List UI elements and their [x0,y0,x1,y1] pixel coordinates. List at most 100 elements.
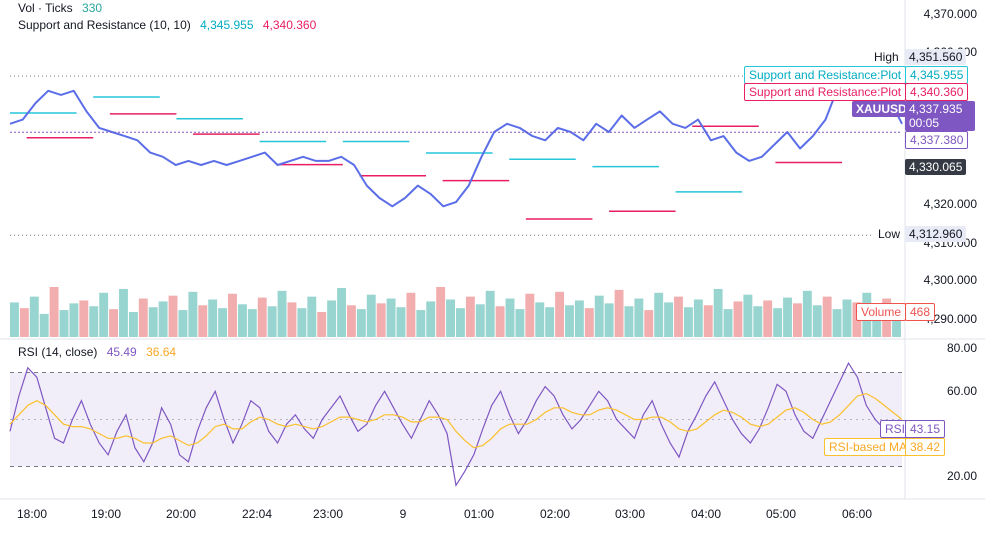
volume-bar [763,300,773,337]
volume-bar [247,309,257,337]
volume-bar [228,293,237,337]
volume-bar [158,301,168,337]
volume-bar [644,310,654,337]
volume-bar [456,308,465,337]
volume-bar [683,307,693,337]
time-tick: 05:00 [765,507,797,521]
volume-bar [19,308,29,337]
volume-bar [138,298,148,337]
countdown-value: 00:05 [909,116,940,130]
rsi-line [9,361,903,487]
volume-bar [327,300,337,337]
volume-bar [475,304,485,337]
volume-label-tag: Volume [856,303,907,321]
volume-bar [267,306,277,337]
rsi-value-tag: 43.15 [905,420,946,438]
volume-bar [307,296,317,337]
volume-bar [842,299,852,337]
volume-bar [565,305,574,337]
volume-bar [257,297,267,337]
price-line [9,81,903,208]
volume-bar [89,306,99,337]
volume-bar [624,306,634,337]
low-value-tag: 4,312.960 [905,226,967,242]
volume-bar [505,298,515,337]
volume-bar [753,306,763,337]
volume-bar [535,302,545,337]
rsi-legend-value: 45.49 [106,345,137,359]
rsi-label-tag: RSI [880,420,911,438]
sr-plot-value-tag-1: 4,345.955 [905,66,969,84]
sr-plot-label-tag-2: Support and Resistance:Plot [744,83,907,101]
rsi-ma-line [9,392,903,449]
volume-bar [773,308,783,337]
volume-bar [634,298,644,337]
volume-bar [574,300,584,337]
volume-bar [783,297,792,337]
volume-bar [584,308,594,337]
rsi-legend-label: RSI (14, close) [18,345,98,359]
volume-bar [346,305,356,337]
sr-legend-value-2: 4,340.360 [262,18,317,32]
volume-bar [366,294,376,337]
volume-bar [703,305,713,337]
volume-bar [594,295,604,337]
rsi-ma-label-tag: RSI-based MA [824,438,913,456]
volume-bar [555,291,565,337]
volume-bar [733,301,743,337]
volume-bar [119,288,128,337]
volume-bar [822,296,832,337]
price-tick: 4,300.000 [923,273,977,287]
volume-bar [188,291,198,337]
volume-bar [178,310,188,337]
volume-bar [832,309,842,337]
volume-bar [545,307,555,337]
volume-bar [376,303,386,337]
volume-bar [128,312,138,337]
volume-bar [436,287,446,337]
volume-bar [426,301,436,337]
price-tick: 4,290.000 [923,312,977,326]
sr-legend-label: Support and Resistance (10, 10) [18,18,191,32]
volume-bar [49,287,59,337]
price-tick: 4,320.000 [923,197,977,211]
time-tick: 19:00 [90,507,122,521]
volume-legend-label: Vol · Ticks [18,1,73,15]
volume-bar [277,290,287,337]
volume-value-tag: 468 [905,303,936,321]
time-tick: 23:00 [312,507,344,521]
crosshair-price-tag: 4,330.065 [905,159,967,175]
volume-bar [792,303,802,337]
volume-bar [198,305,208,337]
volume-bar [723,309,733,337]
low-label-tag: Low [874,226,905,242]
high-label-tag: High [870,49,903,65]
volume-bar [515,309,525,337]
volume-bar [218,308,228,337]
price-tick: 4,370.000 [923,7,977,21]
volume-bar [416,310,426,337]
volume-bar [29,296,39,337]
volume-legend-value: 330 [82,1,103,15]
rsi-tick: 80.00 [946,341,977,355]
volume-bar [208,299,218,337]
volume-legend: Vol · Ticks 330 [18,1,108,15]
volume-bar [79,300,89,337]
volume-bar [614,289,624,337]
time-tick: 06:00 [841,507,873,521]
time-tick: 04:00 [690,507,722,521]
rsi-tick: 20.00 [946,469,977,483]
volume-bar [713,288,723,337]
volume-bar [446,299,455,337]
volume-bar [356,309,366,337]
volume-bar [69,303,79,337]
sr-legend: Support and Resistance (10, 10) 4,345.95… [18,18,322,32]
high-value-tag: 4,351.560 [905,49,967,65]
volume-bar [287,302,297,337]
volume-bar [664,302,674,337]
time-tick: 02:00 [539,507,571,521]
volume-bar [237,304,247,337]
volume-bar [386,298,396,337]
volume-bar [465,296,475,337]
